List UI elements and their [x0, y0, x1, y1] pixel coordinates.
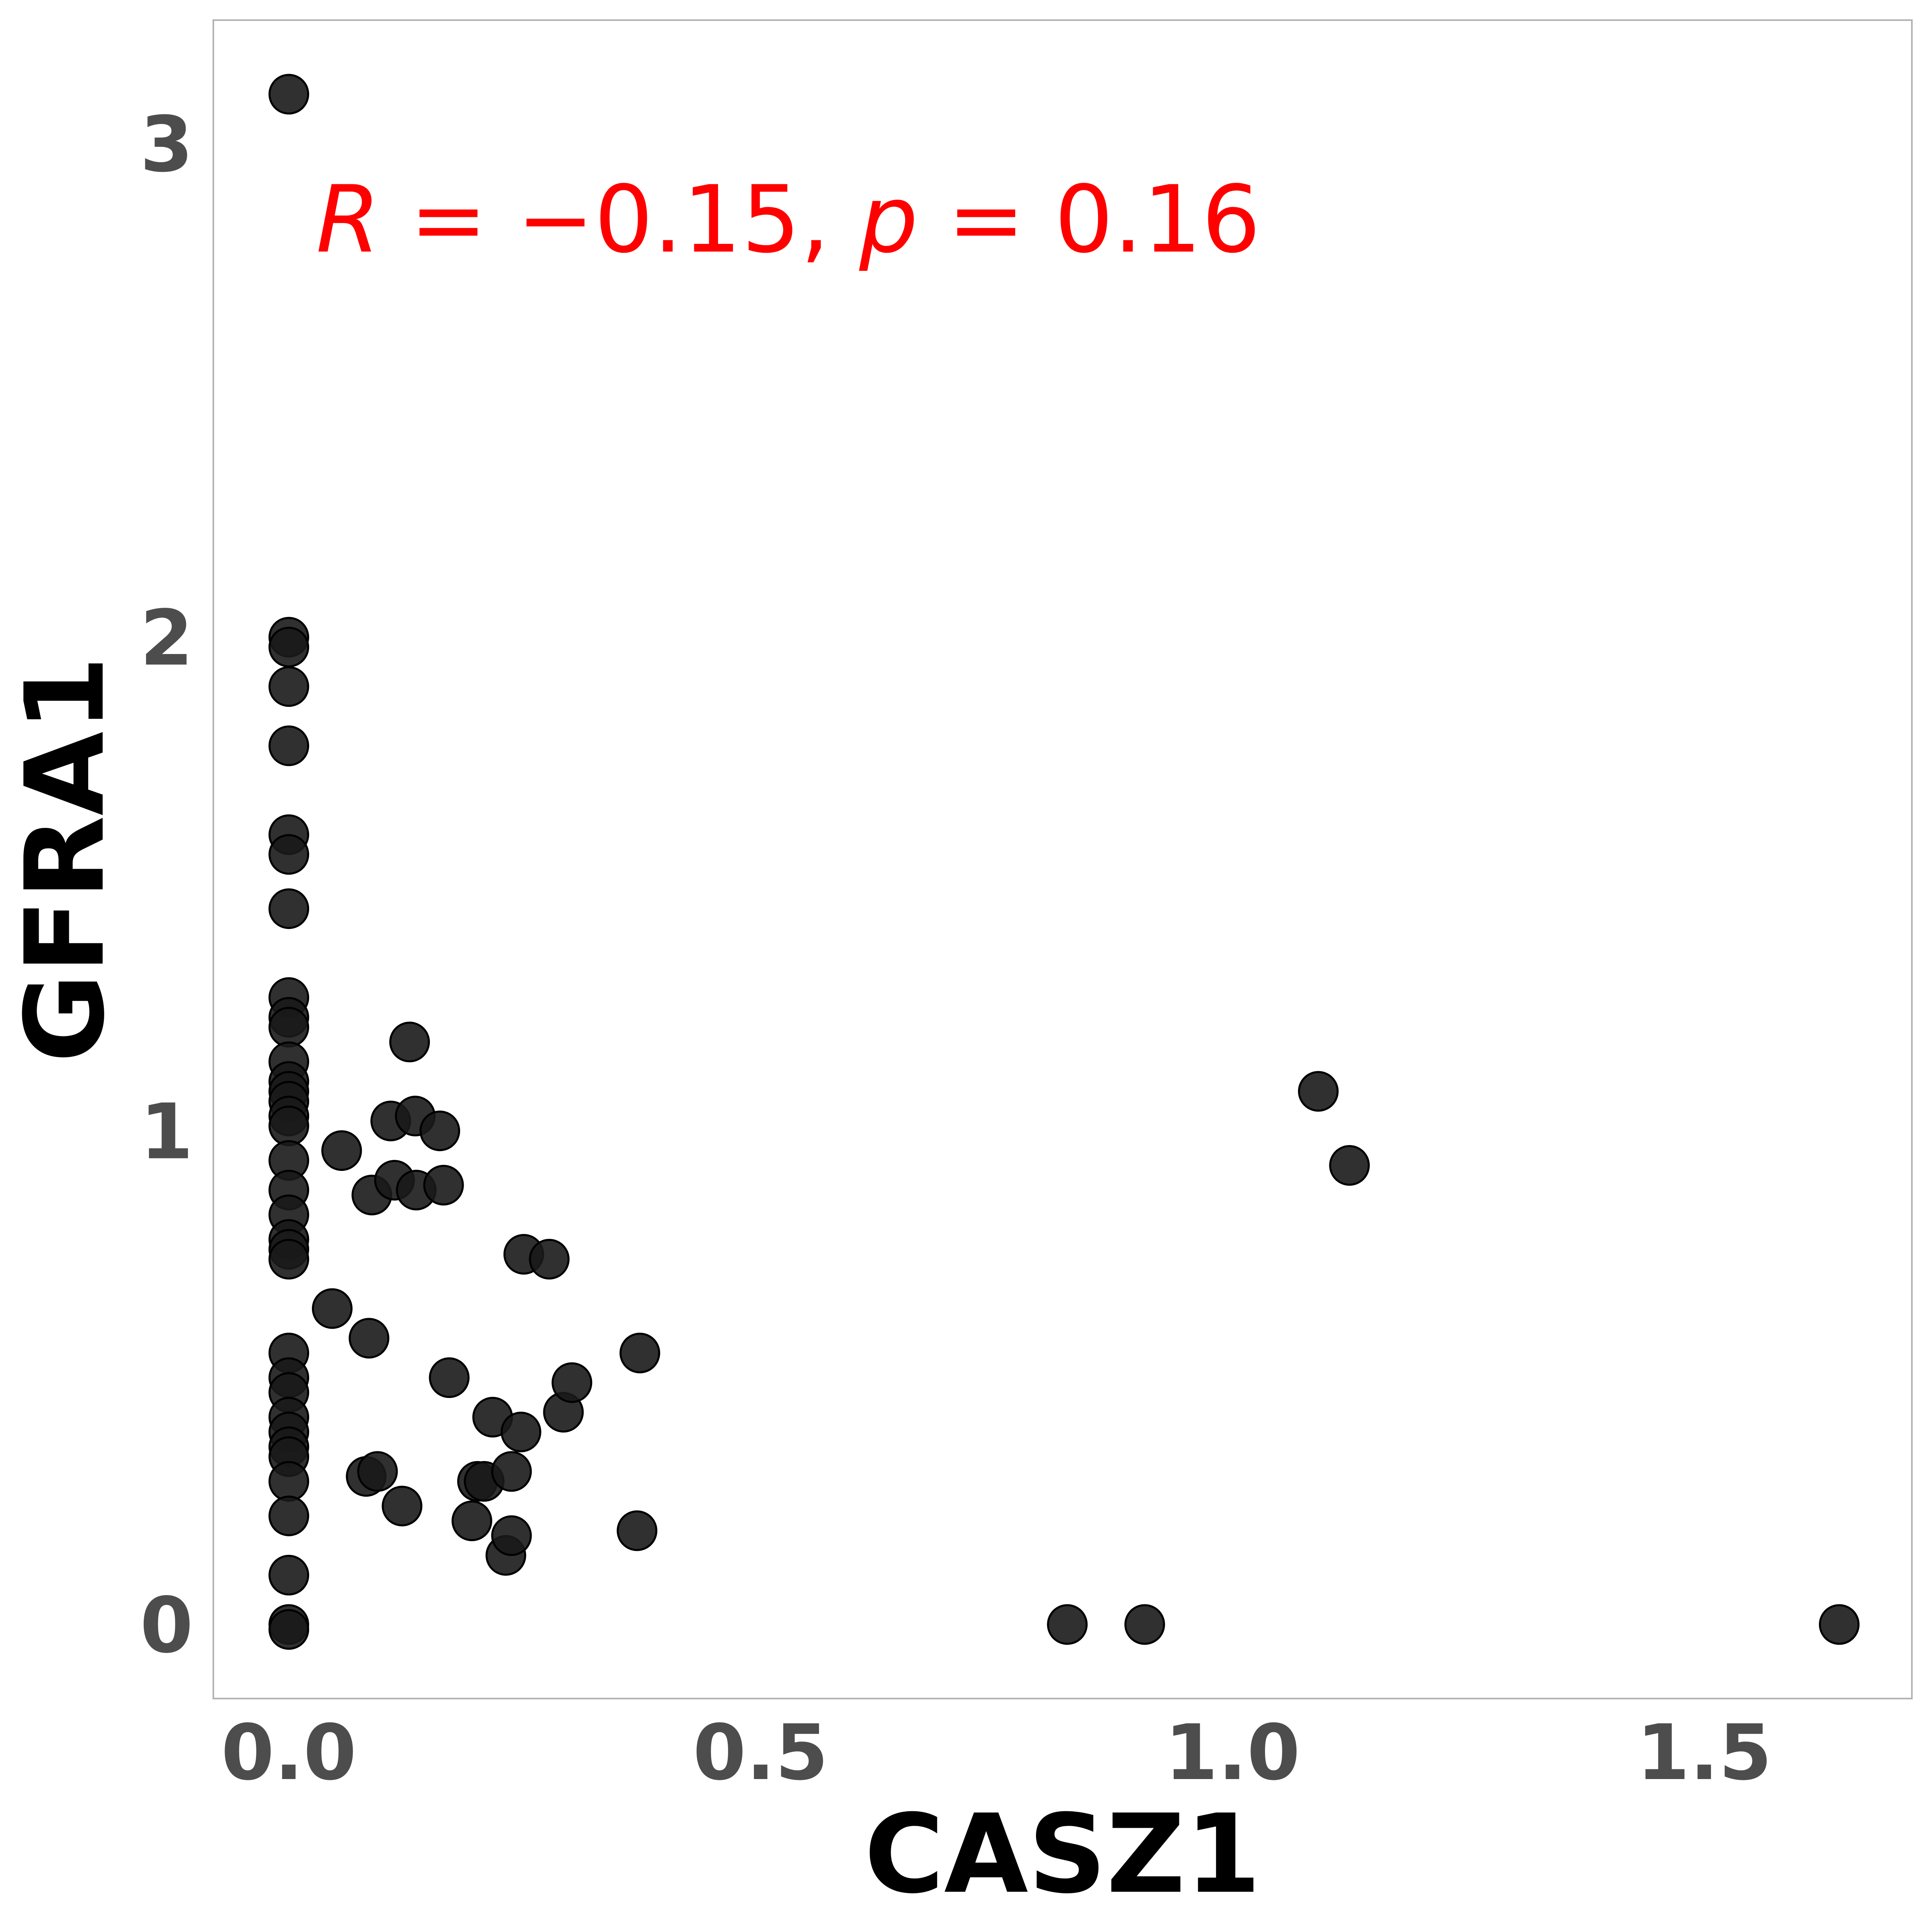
data-point	[389, 1022, 430, 1063]
data-point	[268, 834, 310, 875]
data-point	[268, 1609, 310, 1650]
x-axis-title: CASZ1	[864, 1791, 1261, 1918]
data-point	[268, 725, 310, 766]
x-tick-label: 0.0	[221, 1708, 357, 1797]
x-axis-ticks: 0.0 0.5 1.0 1.5	[221, 1708, 1772, 1797]
y-tick-label: 3	[140, 100, 193, 189]
data-point	[268, 888, 310, 929]
x-tick-label: 0.5	[693, 1708, 829, 1797]
data-point	[491, 1515, 532, 1556]
y-axis-title: GFRA1	[2, 656, 128, 1063]
data-point	[357, 1451, 398, 1492]
annotation-part: R	[316, 166, 380, 274]
data-point	[419, 1110, 460, 1152]
points-layer	[268, 74, 1860, 1650]
y-tick-label: 1	[140, 1088, 193, 1177]
data-point	[423, 1165, 464, 1205]
data-point	[268, 1461, 310, 1502]
annotation-part: = −0.15,	[380, 166, 859, 274]
data-point	[619, 1333, 661, 1373]
data-point	[382, 1486, 423, 1527]
data-point	[429, 1357, 470, 1398]
data-point	[551, 1362, 592, 1403]
data-point	[268, 1495, 310, 1536]
annotation-part: = 0.16	[918, 166, 1261, 274]
data-point	[268, 1554, 310, 1596]
data-point	[268, 627, 310, 668]
data-point	[1329, 1145, 1370, 1186]
x-tick-label: 1.5	[1637, 1708, 1772, 1797]
y-tick-label: 2	[140, 594, 193, 683]
data-point	[617, 1510, 658, 1551]
y-tick-label: 0	[140, 1581, 193, 1670]
data-point	[1819, 1604, 1860, 1645]
x-tick-label: 1.0	[1165, 1708, 1300, 1797]
data-point	[268, 666, 310, 707]
data-point	[349, 1318, 390, 1359]
data-point	[1047, 1604, 1088, 1645]
y-axis-ticks: 0 1 2 3	[140, 100, 193, 1670]
data-point	[268, 1105, 310, 1146]
data-point	[268, 74, 310, 115]
data-point	[500, 1412, 541, 1453]
data-point	[321, 1130, 362, 1171]
data-point	[491, 1451, 532, 1492]
correlation-annotation: R = −0.15, p = 0.16	[316, 166, 1261, 274]
data-point	[1298, 1071, 1339, 1112]
data-point	[1124, 1604, 1165, 1645]
data-point	[268, 1007, 310, 1048]
data-point	[268, 1238, 310, 1280]
data-point	[451, 1501, 492, 1541]
annotation-part: p	[859, 166, 918, 274]
data-point	[529, 1238, 570, 1280]
data-point	[312, 1288, 353, 1329]
